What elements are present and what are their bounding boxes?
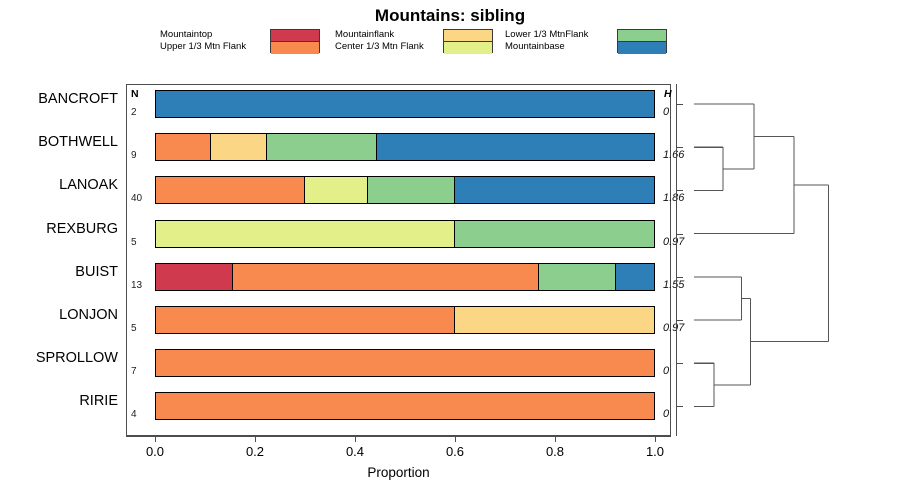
bar-segment: [156, 263, 233, 290]
x-axis-tick: [455, 436, 456, 442]
bar-segment: [266, 134, 378, 161]
row-h-value: 1.55: [663, 278, 685, 291]
legend-swatch-group: [270, 29, 320, 54]
page-title: Mountains: sibling: [374, 6, 526, 25]
x-axis-tick: [355, 436, 356, 442]
row-n-value: 40: [131, 193, 143, 205]
row-h-value: 0: [663, 106, 670, 118]
stacked-bar: [155, 349, 655, 378]
row-label-buist: BUIST: [75, 263, 118, 280]
legend-swatch-group: [617, 29, 667, 54]
legend-label: Mountainflank: [335, 29, 395, 40]
legend-swatch-group: [443, 29, 493, 54]
dendrogram: [676, 84, 900, 436]
stacked-bar: [155, 392, 655, 421]
legend-swatch: [618, 30, 666, 42]
dendrogram-leaf-tick: [677, 147, 683, 149]
legend-swatch: [271, 30, 319, 42]
row-h-value: 0.97: [663, 322, 685, 334]
dendrogram-leaf-tick: [677, 190, 683, 192]
x-axis-title: Proportion: [367, 465, 430, 480]
row-n-value: 4: [131, 409, 137, 421]
stacked-bar: [155, 219, 655, 248]
legend-swatch: [618, 42, 666, 54]
row-label-sprollow: SPROLLOW: [35, 350, 118, 367]
row-label-bancroft: BANCROFT: [38, 91, 118, 107]
bar-segment: [156, 307, 455, 333]
bar-segment: [454, 177, 654, 204]
bar-segment: [156, 177, 306, 204]
row-label-bothwell: BOTHWELL: [38, 134, 118, 151]
legend-column-1: Mountainflank Center 1/3 Mtn Flank: [335, 29, 505, 63]
row-label-ririe: RIRIE: [79, 393, 118, 410]
stacked-bar: [155, 262, 655, 291]
bar-segment: [211, 134, 267, 161]
row-n-value: 13: [131, 279, 143, 291]
x-axis-tick-label: 0.0: [145, 444, 165, 459]
x-axis-tick-label: 1.0: [645, 444, 665, 459]
row-n-value: 7: [131, 366, 137, 378]
bar-segment: [454, 220, 654, 247]
x-axis-tick: [255, 436, 256, 442]
dendrogram-tree: [694, 103, 830, 407]
legend-column-2: Lower 1/3 MtnFlank Mountainbase: [505, 29, 680, 63]
x-axis-line: [126, 436, 671, 437]
x-axis-tick-label: 0.2: [245, 444, 265, 459]
legend-swatch: [271, 42, 319, 54]
column-header-n: N: [131, 88, 139, 100]
legend-column-0: Mountaintop Upper 1/3 Mtn Flank: [160, 29, 335, 63]
x-axis-tick-label: 0.6: [445, 444, 465, 459]
dendrogram-leaf-tick: [677, 233, 683, 235]
bar-segment: [156, 220, 455, 247]
row-n-value: 5: [131, 236, 137, 248]
bar-segment: [156, 350, 654, 377]
x-axis-tick: [155, 436, 156, 442]
dendrogram-leaf-tick: [677, 363, 683, 365]
stacked-bar: [155, 133, 655, 162]
stacked-bar: [155, 90, 655, 118]
dendrogram-leaf-tick: [677, 276, 683, 278]
legend-label: Upper 1/3 Mtn Flank: [160, 41, 247, 52]
bar-segment: [615, 263, 654, 290]
bar-segment: [232, 263, 539, 290]
row-h-value: 0: [663, 365, 670, 378]
dendrogram-axis: [676, 84, 677, 436]
row-label-rexburg: REXBURG: [46, 220, 118, 237]
bar-segment: [454, 307, 654, 333]
bar-segment: [538, 263, 616, 290]
row-h-value: 0: [663, 408, 670, 421]
row-n-value: 5: [131, 323, 137, 334]
x-axis-tick-label: 0.8: [545, 444, 565, 459]
dendrogram-leaf-tick: [677, 320, 683, 321]
legend: Mountaintop Upper 1/3 Mtn Flank Mountainfl…: [160, 29, 680, 63]
legend-label: Mountaintop: [160, 29, 213, 40]
row-label-lonjon: LONJON: [59, 307, 118, 323]
row-h-value: 1.66: [663, 149, 685, 162]
stacked-bar: [155, 176, 655, 205]
legend-swatch: [444, 30, 492, 42]
bar-segment: [156, 134, 212, 161]
bar-segment: [377, 134, 654, 161]
x-axis-tick: [555, 436, 556, 442]
legend-swatch: [444, 42, 492, 54]
legend-label: Lower 1/3 MtnFlank: [505, 29, 589, 40]
bar-segment: [156, 393, 654, 420]
dendrogram-leaf-tick: [677, 104, 683, 105]
row-h-value: 1.86: [663, 192, 685, 205]
row-label-lanoak: LANOAK: [59, 177, 118, 194]
row-n-value: 2: [131, 107, 137, 118]
row-h-value: 0.97: [663, 235, 685, 248]
x-axis-tick: [655, 436, 656, 442]
x-axis-tick-label: 0.4: [345, 444, 365, 459]
legend-label: Center 1/3 Mtn Flank: [335, 41, 424, 52]
bar-segment: [305, 177, 368, 204]
row-n-value: 9: [131, 150, 137, 162]
legend-label: Mountainbase: [505, 41, 565, 52]
bar-segment: [156, 91, 654, 117]
stacked-bar: [155, 306, 655, 334]
column-header-h: H: [664, 88, 672, 100]
bar-segment: [367, 177, 455, 204]
dendrogram-leaf-tick: [677, 406, 683, 408]
